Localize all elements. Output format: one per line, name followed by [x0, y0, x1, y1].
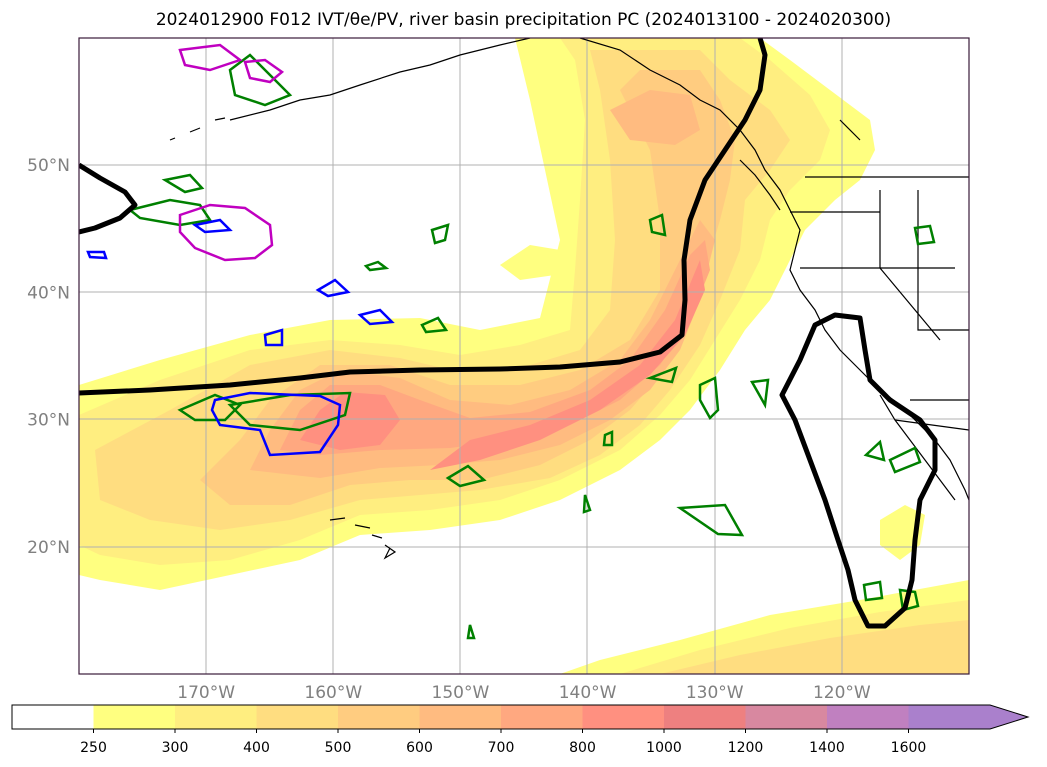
green-contour	[363, 260, 390, 272]
green-contour	[228, 53, 293, 107]
green-contour	[648, 213, 667, 237]
colorbar-segment	[745, 705, 827, 729]
green-contour	[913, 224, 936, 246]
ivt-band-600-n	[610, 90, 700, 145]
green-contour	[127, 198, 213, 227]
bc-islands	[739, 119, 861, 211]
lon-tick-label: 130°W	[686, 683, 744, 703]
green-contour	[445, 464, 487, 488]
blue-contour	[357, 308, 395, 326]
blue-contour	[263, 328, 284, 347]
green-contour	[430, 223, 450, 245]
pv-contour-main	[79, 38, 768, 396]
colorbar: 250 300 400 500 600 700 800 1000 1200 1400 1600	[11, 704, 1030, 756]
colorbar-segment	[419, 705, 501, 729]
colorbar-segment	[256, 705, 338, 729]
green-contour	[888, 446, 922, 474]
green-contour	[602, 430, 614, 447]
green-contour	[863, 439, 886, 462]
colorbar-segment	[827, 705, 909, 729]
lat-tick-label: 40°N	[27, 283, 70, 303]
state-border-id	[917, 190, 969, 331]
colorbar-segment-below	[12, 705, 94, 729]
lat-tick-label: 30°N	[27, 411, 70, 431]
green-contour	[676, 503, 745, 537]
colorbar-tick-label: 1400	[809, 740, 845, 756]
colorbar-segment	[501, 705, 583, 729]
blue-contour	[315, 278, 351, 298]
green-contour	[862, 580, 884, 602]
map-frame	[78, 37, 970, 675]
lon-tick-label: 120°W	[813, 683, 871, 703]
colorbar-tick-label: 300	[162, 740, 189, 756]
colorbar-tick-label: 400	[243, 740, 270, 756]
colorbar-segment	[338, 705, 420, 729]
ivt-shading	[79, 38, 969, 674]
lat-tick-label: 50°N	[27, 156, 70, 176]
green-contour	[582, 494, 592, 514]
green-contour	[177, 393, 243, 422]
map-title: 2024012900 F012 IVT/θe/PV, river basin p…	[155, 10, 892, 30]
green-contour	[161, 173, 205, 194]
colorbar-tick-label: 1200	[728, 740, 764, 756]
pv-contour-nw	[79, 162, 138, 235]
ivt-blob-250-nw	[500, 245, 560, 280]
pv-contours	[79, 38, 938, 629]
colorbar-segment	[582, 705, 664, 729]
state-border-ca-nv	[879, 190, 941, 341]
map-panel	[79, 38, 969, 674]
coastlines	[169, 38, 969, 560]
green-contour	[749, 378, 770, 409]
colorbar-tick-label: 250	[80, 740, 107, 756]
green-contour	[645, 365, 678, 384]
lon-tick-label: 140°W	[559, 683, 617, 703]
colorbar-tick-label: 1000	[646, 740, 682, 756]
lat-tick-label: 20°N	[27, 538, 70, 558]
lat-tick-labels: 50°N 40°N 30°N 20°N	[27, 156, 70, 558]
colorbar-outline	[11, 704, 1030, 730]
colorbar-segment	[664, 705, 746, 729]
colorbar-tick-label: 500	[325, 740, 352, 756]
blue-contour	[191, 218, 233, 234]
green-contour	[698, 376, 720, 421]
baja-coast	[879, 394, 956, 501]
colorbar-segment	[175, 705, 257, 729]
colorbar-tick-label: 700	[488, 740, 515, 756]
ivt-band-400-south	[660, 620, 969, 674]
ivt-band-800	[300, 392, 400, 450]
blue-contour	[86, 250, 108, 260]
lon-tick-label: 160°W	[304, 683, 362, 703]
colorbar-tick-label: 1600	[891, 740, 927, 756]
ivt-band-800-b	[430, 260, 705, 470]
lon-tick-label: 150°W	[432, 683, 490, 703]
colorbar-segment	[93, 705, 175, 729]
magenta-contour	[178, 203, 274, 262]
green-contour	[466, 624, 476, 640]
magenta-contour	[178, 43, 243, 72]
lon-tick-label: 170°W	[177, 683, 235, 703]
graticule	[79, 38, 969, 674]
pv-contour-se	[779, 312, 938, 629]
colorbar-tick-label: 800	[569, 740, 596, 756]
theta-e-contours	[86, 43, 936, 640]
magenta-contour	[243, 58, 285, 84]
mexico-border	[894, 419, 969, 431]
aleutian-islands	[169, 117, 226, 141]
blue-contour	[210, 391, 342, 457]
colorbar-tick-label: 600	[406, 740, 433, 756]
hawaii-islands	[329, 517, 397, 560]
colorbar-extend-arrow	[908, 705, 1028, 729]
green-contour	[420, 316, 449, 334]
alaska-coast	[229, 38, 531, 121]
lon-tick-labels: 170°W 160°W 150°W 140°W 130°W 120°W	[177, 683, 871, 703]
